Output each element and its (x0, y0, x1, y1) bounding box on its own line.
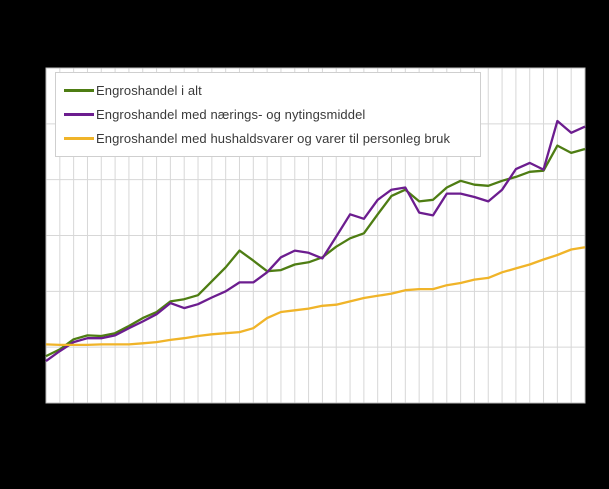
legend-label-2: Engroshandel med hushaldsvarer og varer … (96, 130, 451, 146)
series-line-0 (45, 144, 586, 358)
series-line-2 (45, 246, 586, 347)
legend-swatch-1 (64, 112, 94, 116)
chart-legend: Engroshandel i alt Engroshandel med nærin… (55, 72, 481, 157)
legend-swatch-0 (64, 88, 94, 92)
legend-item-0: Engroshandel i alt (64, 78, 480, 102)
legend-item-1: Engroshandel med nærings- og nytingsmidd… (64, 102, 480, 126)
legend-label-0: Engroshandel i alt (96, 82, 202, 98)
series-line-1 (45, 119, 586, 363)
plot-border (45, 67, 586, 404)
legend-swatch-2 (64, 136, 94, 140)
legend-label-1: Engroshandel med nærings- og nytingsmidd… (96, 106, 366, 122)
legend-item-2: Engroshandel med hushaldsvarer og varer … (64, 126, 480, 150)
